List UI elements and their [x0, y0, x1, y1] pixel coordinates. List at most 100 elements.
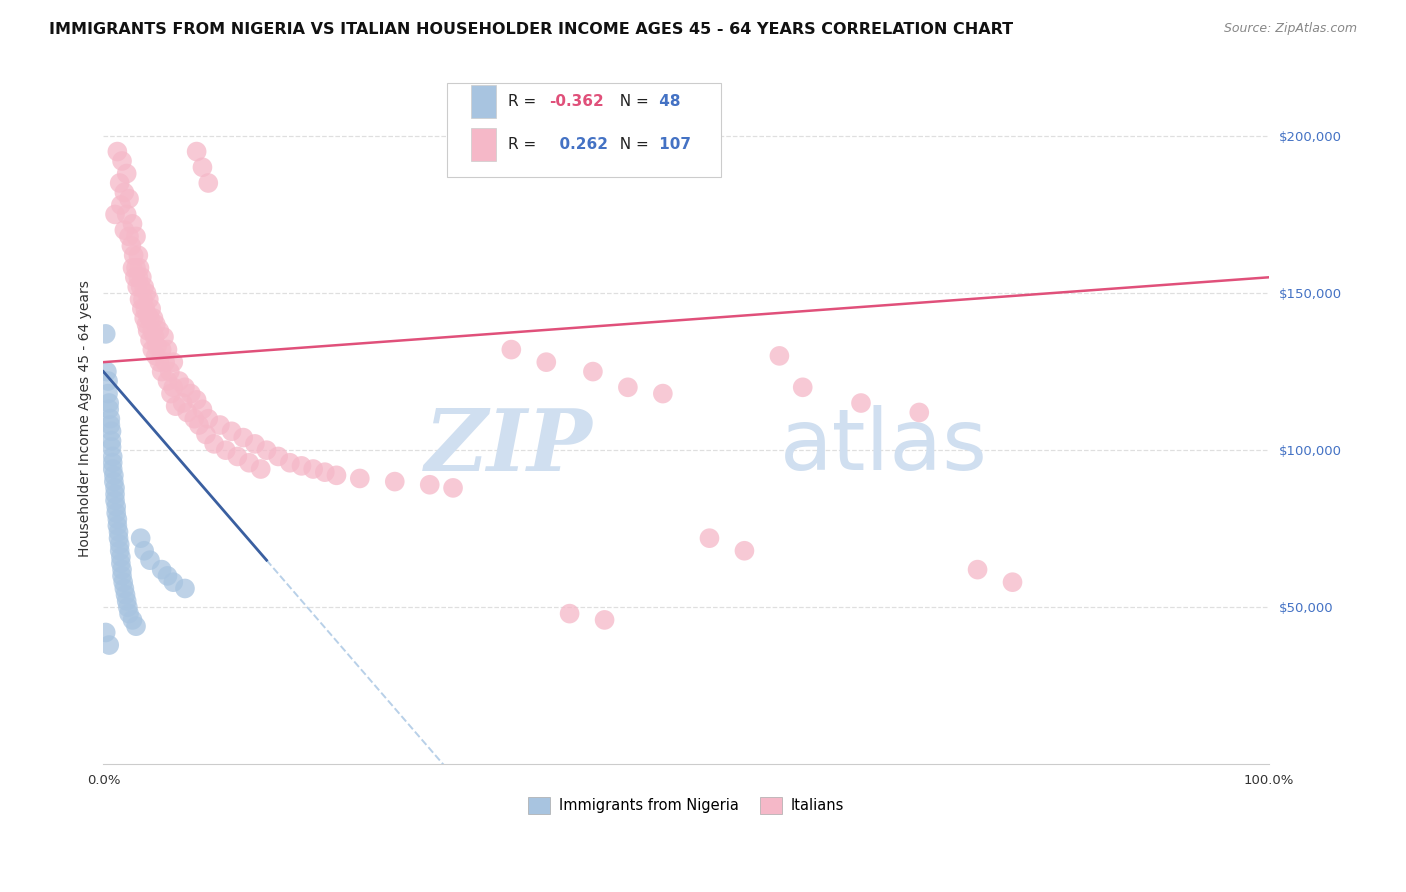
- FancyBboxPatch shape: [471, 128, 496, 161]
- Point: [101, 450, 124, 464]
- Point: [792, 380, 814, 394]
- Point: [125, 619, 148, 633]
- Point: [103, 475, 125, 489]
- Point: [105, 500, 128, 514]
- Point: [100, 440, 122, 454]
- Point: [159, 365, 181, 379]
- Point: [98, 638, 121, 652]
- Point: [167, 374, 190, 388]
- Point: [145, 318, 167, 332]
- Point: [908, 405, 931, 419]
- Point: [966, 563, 988, 577]
- Point: [105, 145, 128, 159]
- Point: [501, 343, 523, 357]
- Point: [125, 260, 148, 275]
- Text: R =: R =: [508, 136, 536, 152]
- Point: [582, 365, 605, 379]
- Point: [150, 563, 173, 577]
- Text: 107: 107: [654, 136, 690, 152]
- Point: [226, 450, 249, 464]
- Point: [733, 543, 755, 558]
- Point: [153, 330, 176, 344]
- Point: [108, 176, 131, 190]
- Point: [180, 386, 202, 401]
- Point: [136, 308, 159, 322]
- Point: [134, 311, 156, 326]
- FancyBboxPatch shape: [471, 85, 496, 118]
- Point: [96, 365, 118, 379]
- Point: [134, 543, 156, 558]
- Point: [148, 324, 170, 338]
- Point: [186, 392, 208, 407]
- Text: atlas: atlas: [779, 405, 987, 488]
- Point: [136, 324, 159, 338]
- Point: [441, 481, 464, 495]
- Point: [97, 374, 120, 388]
- Point: [202, 437, 225, 451]
- Point: [651, 386, 673, 401]
- Point: [128, 293, 150, 307]
- Point: [94, 625, 117, 640]
- Point: [176, 405, 198, 419]
- Point: [243, 437, 266, 451]
- Point: [122, 248, 145, 262]
- Point: [127, 279, 149, 293]
- Point: [186, 145, 208, 159]
- Point: [134, 279, 156, 293]
- Point: [593, 613, 616, 627]
- Text: Source: ZipAtlas.com: Source: ZipAtlas.com: [1223, 22, 1357, 36]
- Point: [135, 285, 157, 300]
- Text: -0.362: -0.362: [548, 94, 603, 109]
- Text: R =: R =: [508, 94, 541, 109]
- Point: [191, 161, 214, 175]
- Point: [191, 402, 214, 417]
- Point: [134, 301, 156, 316]
- Point: [156, 374, 179, 388]
- Point: [112, 223, 135, 237]
- Point: [150, 343, 173, 357]
- Legend: Immigrants from Nigeria, Italians: Immigrants from Nigeria, Italians: [522, 791, 851, 820]
- Point: [384, 475, 406, 489]
- Point: [139, 311, 162, 326]
- Y-axis label: Householder Income Ages 45 - 64 years: Householder Income Ages 45 - 64 years: [79, 280, 93, 558]
- Point: [249, 462, 271, 476]
- Point: [108, 537, 131, 551]
- Point: [118, 192, 141, 206]
- Point: [768, 349, 790, 363]
- Point: [156, 569, 179, 583]
- Point: [98, 396, 121, 410]
- Point: [100, 434, 122, 448]
- Point: [146, 339, 169, 353]
- Point: [160, 386, 183, 401]
- Point: [156, 343, 179, 357]
- Point: [174, 582, 197, 596]
- Point: [128, 260, 150, 275]
- Point: [112, 582, 135, 596]
- Point: [101, 462, 124, 476]
- Point: [143, 330, 166, 344]
- Point: [150, 365, 173, 379]
- Point: [104, 493, 127, 508]
- Point: [141, 301, 163, 316]
- Point: [174, 380, 197, 394]
- Point: [194, 427, 217, 442]
- Point: [139, 333, 162, 347]
- Point: [115, 207, 138, 221]
- Point: [165, 399, 187, 413]
- Point: [162, 380, 184, 394]
- Point: [105, 512, 128, 526]
- Point: [118, 607, 141, 621]
- Point: [131, 301, 153, 316]
- Point: [100, 417, 122, 432]
- Text: ZIP: ZIP: [425, 405, 593, 488]
- Point: [197, 411, 219, 425]
- Point: [111, 153, 134, 168]
- Point: [302, 462, 325, 476]
- Point: [138, 293, 160, 307]
- Point: [278, 456, 301, 470]
- Point: [141, 324, 163, 338]
- Point: [105, 506, 128, 520]
- Point: [208, 417, 231, 432]
- Point: [188, 417, 211, 432]
- Point: [232, 431, 254, 445]
